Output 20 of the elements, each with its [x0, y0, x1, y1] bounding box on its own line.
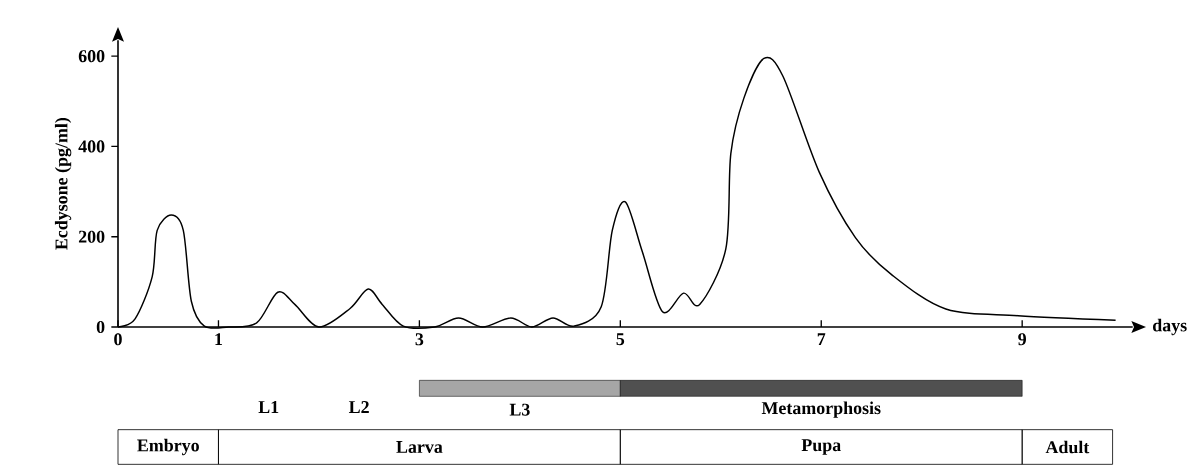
text: L2	[348, 401, 369, 413]
x-tick-label: 7	[817, 333, 826, 345]
x-tick-label: 5	[616, 333, 625, 346]
y-axis-title: Ecdysone (pg/ml)	[54, 117, 72, 250]
x-tick-label: 0	[114, 333, 122, 346]
y-tick-label: 400	[78, 140, 105, 153]
text: Adult	[1045, 440, 1090, 454]
text: Embryo	[137, 438, 199, 456]
x-tick-label: 3	[415, 333, 424, 346]
text: L1	[258, 401, 279, 413]
x-tick-label: 1	[215, 333, 223, 346]
x-tick-label: 9	[1018, 333, 1026, 346]
text: L3	[509, 403, 530, 416]
y-tick-label: 600	[78, 50, 105, 63]
y-tick-label: 200	[78, 230, 105, 243]
text: Larva	[396, 441, 443, 453]
text: Metamorphosis	[761, 401, 881, 418]
y-tick-label: 0	[96, 320, 105, 334]
text: Pupa	[801, 439, 841, 455]
x-axis-title: days	[1152, 318, 1187, 336]
